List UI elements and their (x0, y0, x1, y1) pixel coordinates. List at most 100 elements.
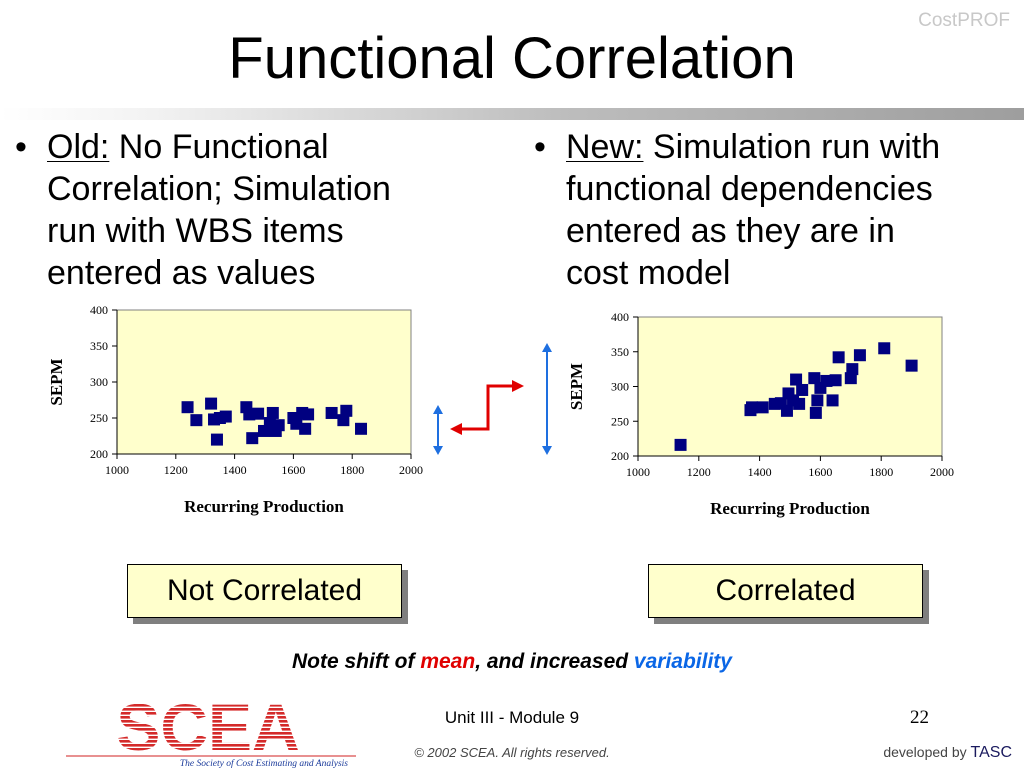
data-point (905, 359, 918, 372)
bullet-dot-icon: • (15, 128, 27, 166)
plot-area (637, 316, 943, 457)
scatter-chart-correlated: 200 250 300 350 400 1000 1200 1400 1600 1800 2000 R… (567, 310, 954, 518)
logo-stripe (116, 728, 300, 731)
data-point (181, 401, 194, 414)
data-point (796, 383, 809, 396)
x-tick-label: 1000 (105, 463, 129, 477)
double-arrow-large-icon (542, 343, 552, 455)
logo-stripe (116, 720, 300, 723)
bullet-new-line-4: cost model (566, 254, 731, 292)
logo-stripe (116, 740, 300, 743)
data-point (325, 406, 338, 419)
note-mean: mean (420, 650, 476, 673)
note-variability: variability (633, 650, 732, 673)
label-correlated: Correlated (648, 564, 923, 618)
double-arrow-small-icon (433, 405, 443, 455)
data-point (252, 407, 265, 420)
brand-label: CostPROF (918, 10, 1010, 31)
y-tick-label: 250 (90, 411, 108, 425)
bullet-new-line-1: Simulation run with (643, 128, 941, 166)
footer-module: Unit III - Module 9 (444, 708, 580, 727)
red-step-arrow-icon (450, 380, 524, 435)
logo-tagline: The Society of Cost Estimating and Analy… (180, 758, 348, 768)
logo-stripe (116, 704, 300, 707)
x-tick-label: 1200 (164, 463, 188, 477)
data-point (844, 372, 857, 385)
data-point (808, 372, 821, 385)
data-point (674, 438, 687, 451)
developed-by: developed by TASC (883, 744, 1012, 762)
data-point (246, 432, 259, 445)
data-point (272, 419, 285, 432)
y-axis-title: SEPM (567, 363, 586, 410)
data-point (746, 401, 758, 414)
x-tick-label: 1600 (808, 465, 832, 479)
data-point (340, 404, 353, 417)
note-text: Note shift of mean, and increased variab… (0, 650, 1024, 674)
data-point (299, 422, 312, 435)
data-point (811, 394, 824, 407)
data-point (205, 397, 218, 410)
bullet-new-line-2: functional dependencies (566, 170, 933, 208)
bullet-old-line-3: run with WBS items (47, 212, 344, 250)
data-point (809, 406, 822, 419)
logo-stripe (116, 736, 300, 739)
x-tick-label: 1800 (340, 463, 364, 477)
x-tick-label: 1400 (748, 465, 772, 479)
x-axis-title: Recurring Production (184, 497, 344, 516)
y-tick-label: 200 (611, 449, 629, 463)
data-point (780, 404, 793, 417)
bullet-old: • Old: No Functional Correlation; Simulat… (15, 126, 485, 296)
bullet-old-line-1: No Functional (109, 128, 329, 166)
y-tick-label: 300 (90, 375, 108, 389)
x-tick-label: 1400 (223, 463, 247, 477)
data-point (302, 408, 315, 421)
x-axis-title: Recurring Production (710, 499, 870, 518)
title-divider (0, 108, 1024, 120)
y-tick-label: 200 (90, 447, 108, 461)
developed-by-text: developed by (883, 744, 971, 760)
bullet-new: • New: Simulation run with functional dep… (534, 126, 1014, 296)
logo-stripe (116, 732, 300, 735)
slide-title: Functional Correlation (228, 26, 796, 91)
y-tick-label: 400 (611, 310, 629, 324)
note-middle: , and increased (475, 650, 634, 673)
logo-stripe (116, 752, 300, 755)
y-tick-label: 350 (90, 339, 108, 353)
y-tick-label: 250 (611, 414, 629, 428)
x-tick-label: 2000 (399, 463, 423, 477)
bullet-dot-icon: • (534, 128, 546, 166)
logo-stripe (116, 748, 300, 751)
data-point (756, 401, 769, 414)
data-point (790, 373, 803, 386)
data-point (219, 410, 232, 423)
data-point (793, 397, 806, 410)
data-point (820, 374, 833, 387)
x-tick-label: 1000 (626, 465, 650, 479)
y-tick-label: 350 (611, 345, 629, 359)
bullet-new-text: New: Simulation run with functional depen… (566, 126, 940, 294)
logo-stripe (116, 724, 300, 727)
logo-stripe (116, 712, 300, 715)
data-point (355, 422, 368, 435)
x-tick-label: 1200 (687, 465, 711, 479)
scea-logo: SCEA The Society of Cost Estimating and … (66, 696, 356, 768)
y-tick-label: 300 (611, 380, 629, 394)
bullet-old-text: Old: No Functional Correlation; Simulatio… (47, 126, 391, 294)
bullet-new-line-3: entered as they are in (566, 212, 895, 250)
x-tick-label: 2000 (930, 465, 954, 479)
logo-stripe (116, 744, 300, 747)
data-point (829, 374, 842, 387)
x-tick-label: 1800 (869, 465, 893, 479)
page-number: 22 (910, 707, 929, 728)
y-axis-title: SEPM (47, 358, 66, 405)
data-point (846, 363, 859, 376)
bullet-old-lead: Old: (47, 128, 110, 166)
data-point (266, 406, 279, 419)
y-tick-label: 400 (90, 303, 108, 317)
data-point (832, 351, 845, 364)
bullet-old-line-2: Correlation; Simulation (47, 170, 391, 208)
data-point (853, 349, 866, 362)
scatter-chart-not-correlated: 200 250 300 350 400 1000 1200 1400 1600 1800 2000 R… (47, 303, 423, 516)
note-prefix: Note shift of (292, 650, 421, 673)
